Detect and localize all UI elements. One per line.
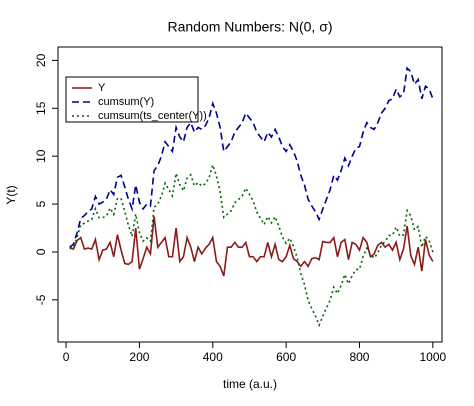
- x-tick-label: 0: [63, 350, 70, 364]
- legend-label: cumsum(Y): [98, 96, 154, 108]
- y-tick-label: 10: [34, 149, 48, 163]
- y-tick-label: -5: [34, 294, 48, 305]
- x-tick-label: 1000: [419, 350, 446, 364]
- series-line: [69, 66, 434, 248]
- y-tick-label: 0: [34, 248, 48, 255]
- legend-label: Y: [98, 82, 106, 94]
- series-line: [69, 216, 434, 277]
- series-line: [69, 162, 434, 328]
- plot-box: [57, 46, 443, 343]
- x-tick-label: 200: [129, 350, 149, 364]
- y-tick-label: 20: [34, 53, 48, 67]
- x-tick-label: 800: [349, 350, 369, 364]
- legend-box: [65, 76, 199, 123]
- x-tick-label: 400: [203, 350, 223, 364]
- y-axis-label: Y(t): [4, 185, 18, 204]
- x-axis-label: time (a.u.): [223, 377, 277, 391]
- x-tick-label: 600: [276, 350, 296, 364]
- y-tick-label: 15: [34, 101, 48, 115]
- chart-title: Random Numbers: N(0, σ): [167, 19, 332, 35]
- y-tick-label: 5: [34, 200, 48, 207]
- legend-label: cumsum(ts_center(Y)): [98, 110, 207, 122]
